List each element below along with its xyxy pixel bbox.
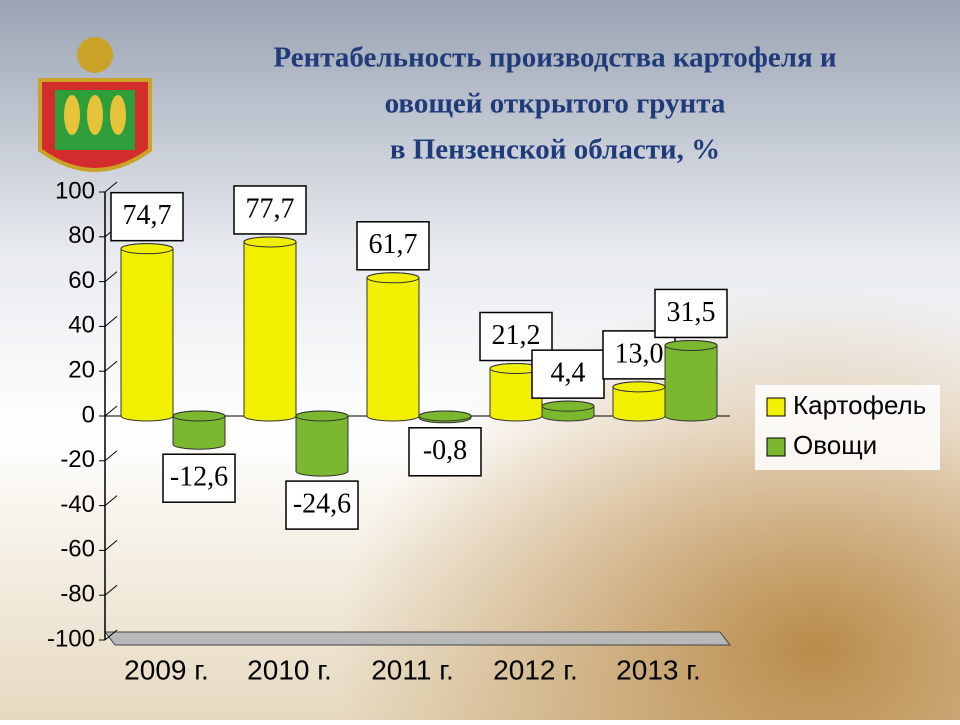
value-label: 74,7 xyxy=(123,200,172,231)
legend-label: Картофель xyxy=(793,390,926,420)
grid-line xyxy=(104,360,118,372)
y-tick-label: 0 xyxy=(82,401,95,428)
value-label-box xyxy=(602,330,676,380)
value-label: 4,4 xyxy=(551,358,586,389)
x-tick-label: 2013 г. xyxy=(616,654,701,685)
y-tick-label: -100 xyxy=(47,625,95,652)
x-tick-label: 2011 г. xyxy=(371,654,454,685)
value-label: 13,0 xyxy=(615,338,664,369)
title: Рентабельность производства картофеля и … xyxy=(273,42,836,166)
y-tick-label: 20 xyxy=(68,357,95,384)
y-tick-label: -20 xyxy=(60,446,95,473)
y-tick-label: 100 xyxy=(55,177,95,204)
value-label-box xyxy=(408,427,482,477)
bar xyxy=(243,236,297,422)
x-tick-label: 2012 г. xyxy=(493,654,578,685)
value-label-box xyxy=(356,221,430,271)
legend-label: Овощи xyxy=(793,430,877,460)
grid-line xyxy=(104,181,118,193)
grid-line xyxy=(104,450,118,462)
grid-line xyxy=(104,540,118,551)
bar-cap xyxy=(612,381,666,393)
bar-cap xyxy=(295,410,349,422)
grid-line xyxy=(104,316,118,327)
bar-cap xyxy=(418,410,472,422)
bar-cap xyxy=(172,410,226,422)
y-tick-label: 40 xyxy=(68,312,95,339)
title-line: в Пензенской области, % xyxy=(390,134,720,166)
legend-box xyxy=(755,385,940,470)
bar xyxy=(664,339,718,422)
grid-line xyxy=(104,629,118,641)
value-label: 77,7 xyxy=(246,193,295,224)
y-tick-label: -60 xyxy=(60,536,95,563)
bar xyxy=(120,243,174,422)
value-label: 31,5 xyxy=(667,297,716,328)
value-label-box xyxy=(110,191,184,242)
value-label: -12,6 xyxy=(170,462,228,493)
bar-cap xyxy=(366,272,420,284)
value-label: 21,2 xyxy=(492,320,541,351)
legend-swatch xyxy=(766,437,786,457)
value-label-box xyxy=(162,453,236,503)
plot: -100 -80 -60 -40 -20 0 20 40 60 80 100 2009 г. 74,7 -… xyxy=(47,177,940,685)
bar-cap xyxy=(541,400,595,412)
y-tick-label: 80 xyxy=(68,222,95,249)
grid-line xyxy=(104,584,118,596)
emblem xyxy=(38,37,152,172)
bar-cap xyxy=(664,339,718,351)
value-label: 61,7 xyxy=(369,229,418,260)
title-line: овощей открытого грунта xyxy=(385,88,726,120)
value-label-box xyxy=(654,288,728,339)
bar-cap xyxy=(120,243,174,255)
floor xyxy=(103,631,732,646)
y-tick-label: -80 xyxy=(60,581,95,608)
title-line: Рентабельность производства картофеля и xyxy=(273,42,836,74)
grid-line xyxy=(104,495,118,506)
value-label-box xyxy=(233,185,307,235)
grid-line xyxy=(104,405,118,417)
bar xyxy=(366,272,420,422)
value-label-box xyxy=(285,480,359,530)
y-tick-label: 60 xyxy=(68,267,95,294)
y-tick-label: -40 xyxy=(60,491,95,518)
value-label: -24,6 xyxy=(293,489,351,520)
x-tick-label: 2010 г. xyxy=(247,654,332,685)
x-tick-label: 2009 г. xyxy=(124,654,209,685)
grid-line xyxy=(104,271,118,282)
value-label: -0,8 xyxy=(423,435,467,466)
legend-swatch xyxy=(766,397,786,417)
bar-cap xyxy=(243,236,297,248)
